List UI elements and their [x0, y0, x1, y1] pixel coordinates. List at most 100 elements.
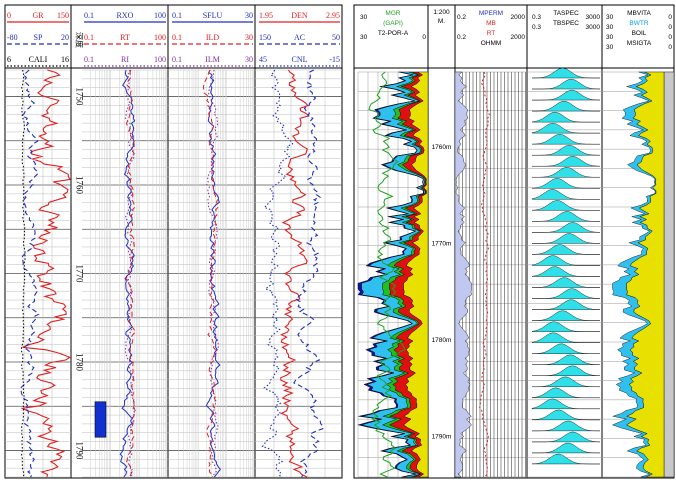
curve-name-ac: AC	[294, 33, 305, 42]
curve-max-ri: 100	[154, 55, 166, 64]
spectrum-trace	[531, 211, 601, 222]
interval-marker	[94, 401, 107, 438]
curve-min-rxo: 0.1	[84, 11, 94, 20]
spectrum-trace	[531, 79, 601, 90]
spectrum-trace	[531, 365, 601, 376]
curve-max-cnl: -15	[329, 55, 340, 64]
spectrum-trace	[531, 420, 601, 432]
spectrum-trace	[531, 144, 601, 156]
spectrum-trace	[531, 321, 601, 332]
depth-tick-label: 1790m	[432, 433, 452, 440]
curve-max-den: 2.95	[326, 11, 340, 20]
spectrum-trace	[531, 155, 601, 167]
curve-ild	[202, 69, 219, 478]
curve-mgr	[368, 71, 406, 478]
curve-max: 2000	[511, 34, 526, 41]
curve-max-sp: 20	[61, 33, 69, 42]
curve-name-mbvita: MBVITA	[627, 10, 651, 17]
curve-min: 30	[606, 24, 614, 31]
spectrum-trace	[531, 122, 601, 134]
curve-name-cali: CALI	[29, 55, 48, 64]
spectrum-trace	[531, 266, 600, 277]
curve-max-gr: 150	[57, 11, 69, 20]
curve-name-ri: RI	[121, 55, 129, 64]
depth-tick-label: 1770m	[432, 241, 452, 248]
curve-min-sflu: 0.1	[172, 11, 182, 20]
spectrum-trace	[531, 222, 601, 233]
curve-max: 3000	[586, 24, 601, 31]
curve-max: 0	[422, 34, 426, 41]
depth-tick-label: 1770	[75, 265, 85, 284]
curve-min-cnl: 45	[259, 55, 267, 64]
depth-tick-label: 1760	[75, 176, 85, 195]
spectrum-trace	[531, 398, 601, 410]
depth-axis-label: 深度	[75, 32, 85, 48]
curve-name-mb: MB	[486, 20, 496, 27]
spectrum-trace	[531, 409, 601, 421]
curve-name-rt: RT	[487, 30, 496, 37]
curve-name-bwtr: BWTR	[629, 20, 648, 27]
spectrum-trace	[531, 299, 601, 310]
fill-mperm	[454, 71, 472, 478]
curve-name-mgr: MGR	[385, 10, 400, 17]
spectrum-trace	[531, 133, 601, 145]
curve-name-rxo: RXO	[117, 11, 134, 20]
curve-min: 0.2	[457, 34, 466, 41]
curve-max: 0	[668, 34, 672, 41]
fill-bwtr	[611, 71, 657, 478]
curve-min: 30	[360, 14, 368, 21]
curve-min-ilm: 0.1	[172, 55, 182, 64]
curve-gr	[20, 69, 71, 478]
curve-min: 30	[606, 44, 614, 51]
curve-name-cnl: CNL	[292, 55, 308, 64]
spectrum-trace	[531, 288, 601, 299]
curve-name-boil: BOIL	[632, 30, 647, 37]
curve-min-ri: 0.1	[84, 55, 94, 64]
fill-oil	[357, 71, 424, 478]
depth-tick-label: 1790	[75, 441, 85, 460]
curve-name-sp: SP	[34, 33, 43, 42]
curve-name-rt: RT	[120, 33, 130, 42]
spectrum-trace	[531, 111, 601, 123]
spectrum-trace	[531, 89, 601, 101]
spectrum-trace	[531, 277, 601, 288]
curve-name-den: DEN	[291, 11, 308, 20]
curve-name-sflu: SFLU	[203, 11, 223, 20]
spectrum-trace	[531, 310, 601, 321]
depth-tick-label: 1760m	[432, 144, 452, 151]
curve-min: 30	[606, 14, 614, 21]
curve-name-msigta: MSIGTA	[627, 40, 652, 47]
curve-name-t2-por-a: T2-POR-A	[378, 30, 409, 37]
curve-ac	[293, 69, 324, 478]
spectrum-trace	[531, 100, 601, 112]
curve-max-cali: 16	[61, 55, 69, 64]
curve-min-sp: -80	[7, 33, 18, 42]
spectrum-trace	[531, 244, 601, 255]
curve-min: 30	[360, 34, 368, 41]
curve-max: 3000	[586, 14, 601, 21]
spectrum-trace	[531, 67, 600, 79]
depth-tick-label: 1750	[75, 88, 85, 107]
curve-name-ild: ILD	[206, 33, 220, 42]
curve-name-ilm: ILM	[205, 55, 220, 64]
depth-scale-label: 1:200	[433, 9, 450, 16]
spectrum-trace	[531, 387, 601, 399]
spectrum-trace	[531, 376, 601, 387]
curve-min: 30	[606, 34, 614, 41]
spectrum-trace	[531, 431, 601, 443]
curve-min-rt: 0.1	[84, 33, 94, 42]
curve-min-ac: 150	[259, 33, 271, 42]
fill-matrix	[663, 71, 675, 478]
curve-min-den: 1.95	[259, 11, 273, 20]
curve-rt	[479, 71, 491, 478]
curve-name--gapi-: (GAPI)	[383, 20, 403, 27]
curve-max: 0	[668, 24, 672, 31]
curve-max: 0	[668, 44, 672, 51]
curve-cali	[20, 69, 26, 478]
curve-sp	[20, 69, 40, 478]
curve-name-tbspec: TBSPEC	[553, 20, 579, 27]
curve-max-rxo: 100	[154, 11, 166, 20]
spectrum-trace	[531, 354, 601, 365]
